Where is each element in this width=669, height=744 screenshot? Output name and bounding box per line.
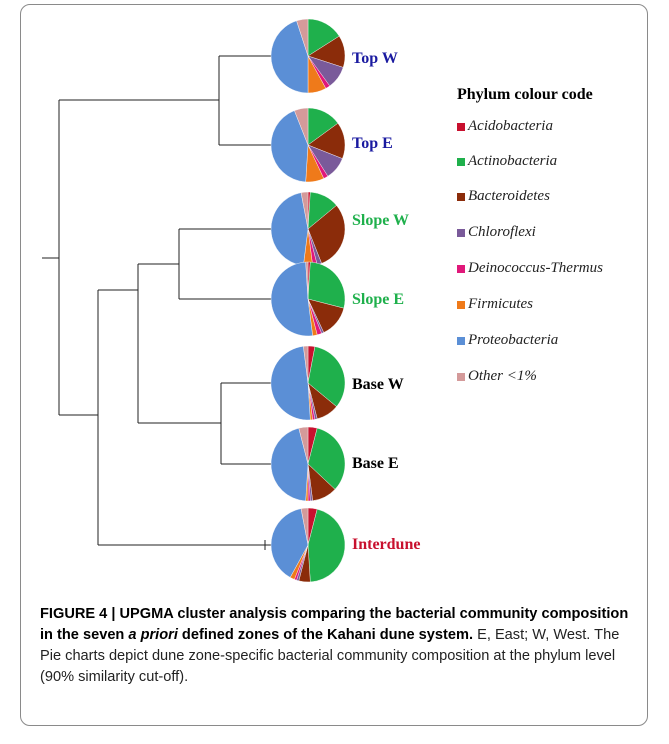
zone-label-slope-e: Slope E (352, 291, 405, 308)
pie-slope-e (270, 261, 346, 337)
legend-label: Actinobacteria (468, 153, 558, 169)
pie-slice-other-1- (298, 426, 309, 465)
legend-item: Acidobacteria (457, 118, 553, 135)
legend-label: Other <1% (468, 368, 537, 384)
legend-swatch (457, 300, 465, 309)
pie-slice-other-1- (300, 507, 309, 546)
zone-label-base-e: Base E (352, 455, 399, 472)
legend-item: Deinococcus-Thermus (457, 260, 603, 277)
pie-base-e (270, 426, 346, 502)
legend-item: Proteobacteria (457, 332, 558, 349)
legend-label: Deinococcus-Thermus (468, 260, 603, 276)
dendrogram-branch-slope-base-interdune (97, 289, 300, 546)
caption-bold-2: defined zones of the Kahani dune system. (177, 627, 474, 643)
legend-swatch (457, 157, 465, 166)
pie-slice-proteobacteria (270, 346, 311, 421)
pie-slice-bacteroidetes (307, 205, 346, 264)
pie-slice-proteobacteria (270, 192, 309, 266)
legend-label: Firmicutes (468, 296, 533, 312)
legend-swatch (457, 228, 465, 237)
zone-label-top-e: Top E (352, 135, 393, 152)
pie-slice-other-1- (303, 345, 309, 384)
pie-slice-actinobacteria (307, 427, 346, 490)
legend-item: Other <1% (457, 368, 537, 385)
pie-interdune (270, 507, 346, 583)
pie-slice-proteobacteria (270, 110, 309, 183)
legend-label: Proteobacteria (468, 332, 559, 348)
legend-swatch (457, 192, 465, 201)
pie-slice-proteobacteria (270, 508, 309, 578)
zone-label-slope-w: Slope W (352, 212, 410, 229)
pie-slice-actinobacteria (307, 508, 346, 583)
pie-slice-other-1- (294, 107, 309, 146)
legend-swatch (457, 122, 465, 131)
legend-swatch (457, 372, 465, 381)
legend-label: Chloroflexi (468, 224, 536, 240)
pie-slope-w (270, 191, 346, 267)
pie-slice-proteobacteria (270, 427, 309, 502)
legend-item: Chloroflexi (457, 224, 536, 241)
legend-title: Phylum colour code (457, 86, 593, 103)
pie-slice-other-1- (305, 261, 309, 300)
legend-swatch (457, 264, 465, 273)
pie-slice-proteobacteria (270, 20, 309, 94)
legend-swatch (457, 336, 465, 345)
pie-top-w (270, 18, 346, 94)
caption-bold-italic: a priori (128, 627, 178, 643)
legend-item: Actinobacteria (457, 153, 557, 170)
legend-label: Bacteroidetes (468, 188, 550, 204)
caption-rest: E, East; W, West. The Pie charts depict … (40, 627, 620, 685)
legend-item: Firmicutes (457, 296, 533, 313)
pie-base-w (270, 345, 346, 421)
pie-slice-actinobacteria (307, 346, 346, 407)
figure-caption: FIGURE 4 | UPGMA cluster analysis compar… (40, 604, 630, 688)
zone-label-interdune: Interdune (352, 536, 421, 553)
pie-slice-proteobacteria (270, 261, 313, 337)
caption-bold-1: FIGURE 4 | UPGMA cluster analysis compar… (40, 606, 629, 643)
zone-label-base-w: Base W (352, 376, 404, 393)
dendrogram-branch-root (58, 99, 219, 416)
pie-top-e (270, 107, 346, 183)
legend-label: Acidobacteria (468, 118, 553, 134)
pie-slice-other-1- (296, 18, 309, 57)
legend-item: Bacteroidetes (457, 188, 550, 205)
pie-slice-actinobacteria (307, 261, 346, 309)
pie-slice-other-1- (300, 191, 309, 230)
zone-label-top-w: Top W (352, 50, 398, 67)
